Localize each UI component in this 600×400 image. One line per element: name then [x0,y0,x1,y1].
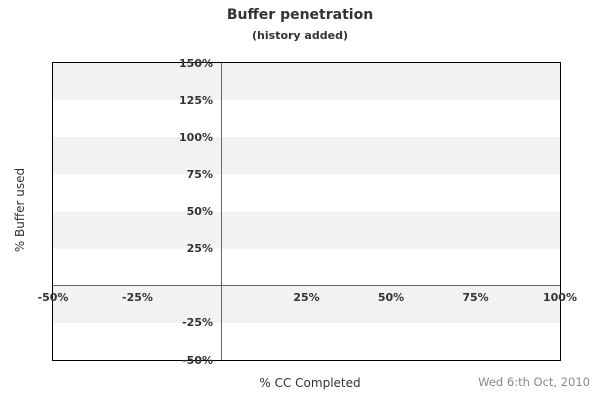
x-tick-label: 100% [543,291,577,304]
chart-subtitle: (history added) [252,29,348,42]
x-tick-label: -50% [37,291,69,304]
x-tick-label: -25% [122,291,153,304]
y-tick-label: 75% [186,167,213,181]
y-tick-label: -50% [182,353,213,367]
date-label: Wed 6:th Oct, 2010 [478,375,590,389]
x-axis-title: % CC Completed [259,376,361,390]
y-tick-label: 50% [186,205,213,218]
y-axis-title: % Buffer used [13,167,27,253]
y-axis-zero-line [221,63,222,360]
y-tick-label: 125% [179,93,213,107]
x-tick-label: 75% [462,291,489,304]
y-tick-label: -25% [182,316,213,330]
x-tick-label: 50% [377,291,405,304]
chart-title: Buffer penetration [226,7,374,23]
y-tick-label: 25% [186,242,213,256]
plot-area: 150% 125% 100% 75% 50% 25% -25% -50% -50% -25% 25%… [38,57,577,367]
x-tick-label: 25% [293,291,320,304]
y-tick-label: 100% [179,130,213,144]
y-tick-label: 150% [179,56,213,70]
x-axis-zero-line [53,285,560,286]
